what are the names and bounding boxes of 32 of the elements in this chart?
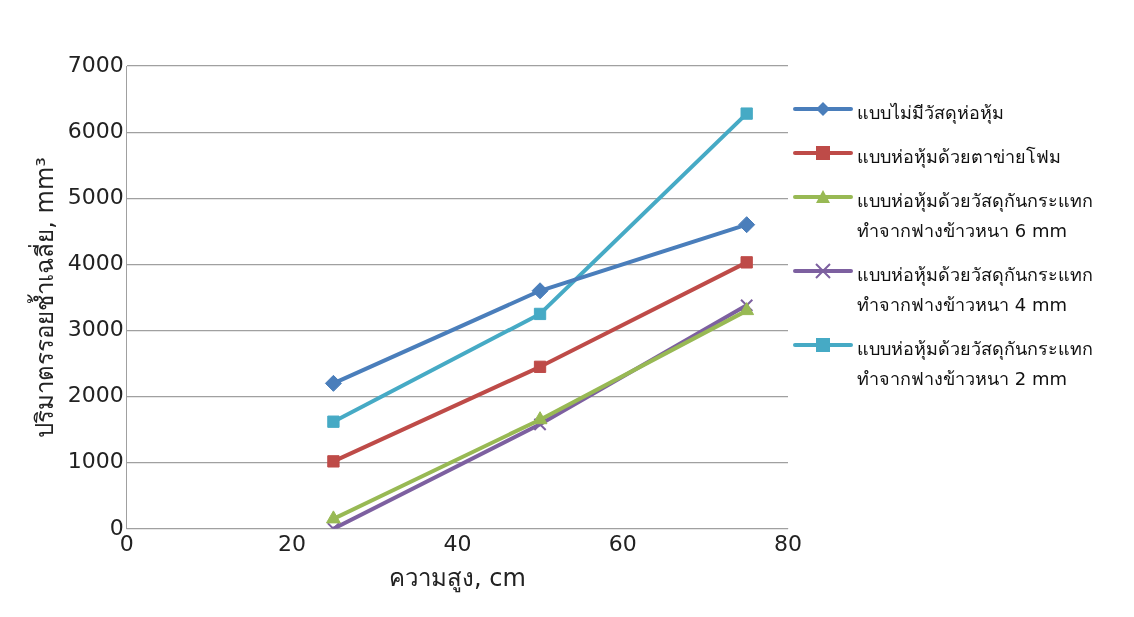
y-tick-label: 7000 (67, 51, 124, 77)
point (531, 282, 549, 300)
x-axis-title: ความสูง, cm (388, 563, 526, 593)
point (739, 302, 755, 316)
x-tick-label: 20 (278, 530, 307, 556)
point (324, 374, 342, 392)
point (532, 411, 548, 425)
legend-label: แบบห่อหุ้มด้วยวัสดุกันกระแทก ทำจากฟางข้าวหนา 6 mm (857, 189, 1094, 243)
y-tick-label: 1000 (67, 448, 124, 474)
point (533, 417, 547, 431)
y-tick-label: 5000 (67, 183, 124, 209)
y-tick-label: 6000 (67, 117, 124, 143)
legend-label: แบบไม่มีวัสดุห่อหุ้ม (857, 101, 1005, 126)
legend-label: แบบห่อหุ้มด้วยวัสดุกันกระแทก ทำจากฟางข้าวหนา 4 mm (857, 263, 1094, 317)
y-axis-title: ปริมาตรรอยช้ำเฉลี่ย, mm³ (26, 157, 59, 438)
legend-label: แบบห่อหุ้มด้วยวัสดุกันกระแทก ทำจากฟางข้าวหนา 2 mm (857, 337, 1094, 391)
point (740, 298, 754, 312)
point (533, 307, 547, 321)
y-tick-label: 4000 (67, 250, 124, 276)
x-tick-label: 60 (608, 530, 637, 556)
x-tick-label: 40 (443, 530, 472, 556)
point (327, 415, 340, 428)
y-tick-label: 2000 (67, 382, 124, 408)
x-tick-label: 80 (774, 530, 802, 556)
point (740, 256, 753, 269)
point (740, 107, 753, 120)
point (738, 216, 756, 234)
legend-label: แบบห่อหุ้มด้วยตาข่ายโฟม (857, 145, 1062, 170)
y-tick-label: 3000 (67, 316, 124, 342)
point (533, 360, 547, 373)
point (325, 510, 341, 524)
point (327, 455, 340, 468)
